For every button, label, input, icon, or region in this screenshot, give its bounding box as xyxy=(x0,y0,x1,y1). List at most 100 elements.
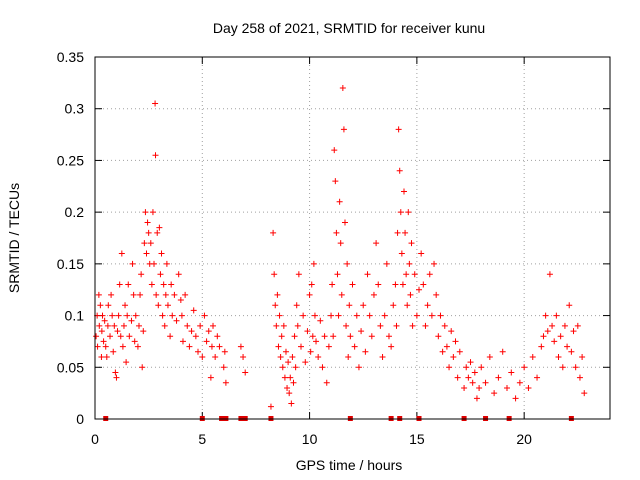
data-point xyxy=(140,328,147,335)
data-point xyxy=(126,333,133,340)
data-point xyxy=(435,333,442,340)
data-point xyxy=(139,364,146,371)
data-point xyxy=(216,343,223,350)
data-point xyxy=(280,322,287,329)
data-point xyxy=(98,328,105,335)
data-point xyxy=(141,240,148,247)
data-point xyxy=(379,353,386,360)
data-point xyxy=(443,343,450,350)
data-point xyxy=(119,343,126,350)
data-point xyxy=(495,374,502,381)
data-point xyxy=(546,271,553,278)
data-point xyxy=(521,364,528,371)
data-point xyxy=(129,260,136,267)
data-point xyxy=(122,302,129,309)
data-point xyxy=(397,209,404,216)
data-point xyxy=(336,198,343,205)
data-point xyxy=(307,348,314,355)
x-tick-labels: 0 5 10 15 20 xyxy=(91,431,532,447)
data-point xyxy=(281,374,288,381)
data-point xyxy=(448,328,455,335)
data-point xyxy=(276,312,283,319)
data-point xyxy=(188,328,195,335)
data-point xyxy=(525,384,532,391)
data-point xyxy=(323,379,330,386)
data-point xyxy=(482,379,489,386)
y-tick-label: 0.35 xyxy=(57,49,84,65)
data-point xyxy=(272,302,279,309)
x-axis-label: GPS time / hours xyxy=(296,457,403,473)
data-point xyxy=(110,348,117,355)
data-point xyxy=(207,374,214,381)
data-point xyxy=(344,260,351,267)
data-point xyxy=(101,317,108,324)
data-point xyxy=(148,281,155,288)
data-point xyxy=(411,271,418,278)
data-point xyxy=(347,333,354,340)
data-point xyxy=(201,312,208,319)
data-point xyxy=(499,348,506,355)
data-point xyxy=(540,333,547,340)
data-point xyxy=(134,343,141,350)
chart-title: Day 258 of 2021, SRMTID for receiver kun… xyxy=(213,20,485,36)
data-point xyxy=(557,333,564,340)
data-point xyxy=(393,322,400,329)
data-point xyxy=(192,333,199,340)
data-point xyxy=(424,302,431,309)
data-point xyxy=(179,338,186,345)
data-point xyxy=(178,312,185,319)
data-point xyxy=(355,364,362,371)
data-point xyxy=(576,374,583,381)
y-tick-label: 0.05 xyxy=(57,359,84,375)
data-point xyxy=(203,338,210,345)
x-tick-label: 10 xyxy=(302,431,318,447)
data-point xyxy=(163,260,170,267)
data-point xyxy=(529,353,536,360)
data-point xyxy=(98,353,105,360)
data-point xyxy=(446,364,453,371)
data-point xyxy=(274,291,281,298)
data-point xyxy=(467,359,474,366)
data-point xyxy=(285,359,292,366)
y-tick-label: 0.15 xyxy=(57,256,84,272)
data-point xyxy=(572,364,579,371)
data-point xyxy=(100,338,107,345)
data-point xyxy=(428,312,435,319)
data-point xyxy=(319,364,326,371)
data-point xyxy=(221,348,228,355)
data-point xyxy=(291,333,298,340)
data-point xyxy=(95,291,102,298)
data-point xyxy=(441,322,448,329)
data-point xyxy=(132,312,139,319)
data-point xyxy=(317,317,324,324)
y-tick-labels: 0 0.05 0.1 0.15 0.2 0.25 0.3 0.35 xyxy=(57,49,84,427)
y-tick-label: 0.25 xyxy=(57,152,84,168)
data-point xyxy=(407,291,414,298)
data-point xyxy=(383,260,390,267)
data-point xyxy=(288,400,295,407)
data-points xyxy=(93,85,588,410)
data-point xyxy=(420,281,427,288)
data-point xyxy=(413,312,420,319)
data-point xyxy=(335,312,342,319)
data-point xyxy=(381,312,388,319)
data-point xyxy=(275,343,282,350)
y-tick-label: 0.2 xyxy=(65,204,85,220)
data-point xyxy=(345,353,352,360)
data-point xyxy=(271,271,278,278)
data-point xyxy=(465,374,472,381)
data-point xyxy=(242,369,249,376)
data-point xyxy=(279,364,286,371)
data-point xyxy=(142,209,149,216)
data-point xyxy=(147,240,154,247)
data-point xyxy=(124,312,131,319)
data-point xyxy=(205,328,212,335)
data-point xyxy=(341,219,348,226)
data-point xyxy=(293,302,300,309)
data-point xyxy=(145,229,152,236)
x-tick-label: 5 xyxy=(198,431,206,447)
data-point xyxy=(186,343,193,350)
data-point xyxy=(273,322,280,329)
data-point xyxy=(94,343,101,350)
data-point xyxy=(321,333,328,340)
